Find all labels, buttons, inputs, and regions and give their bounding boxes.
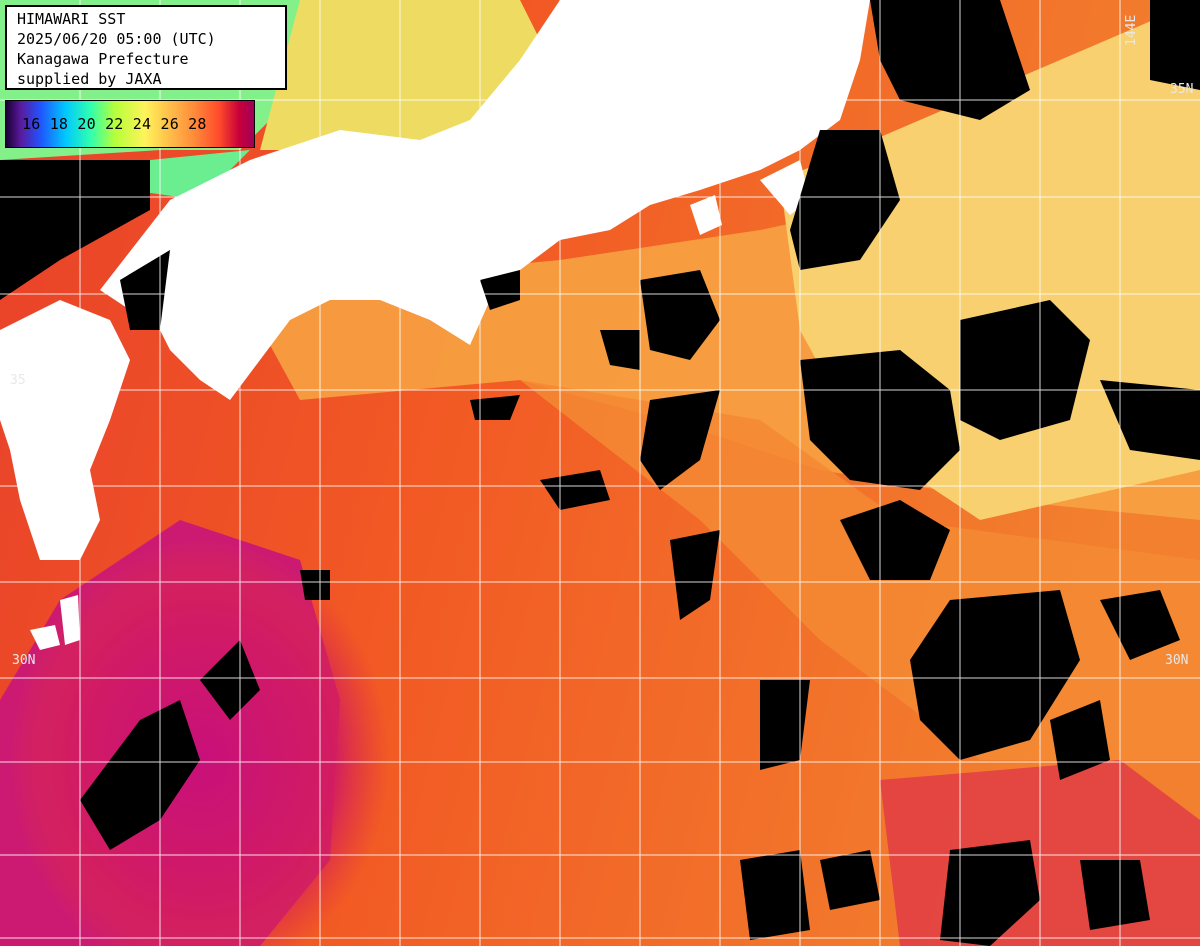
warm-pool-halo	[10, 540, 390, 946]
land-shikoku	[240, 245, 360, 300]
lat-label-30n-left: 30N	[12, 653, 36, 668]
land-island-sw	[30, 625, 60, 650]
land-izu	[690, 195, 722, 235]
land-kyushu	[0, 300, 130, 560]
data-credit: supplied by JAXA	[17, 70, 162, 88]
temperature-legend: 16 18 20 22 24 26 28	[5, 100, 255, 148]
publisher: Kanagawa Prefecture	[17, 50, 189, 68]
observation-time: 2025/06/20 05:00 (UTC)	[17, 30, 216, 48]
legend-tick-labels: 16 18 20 22 24 26 28	[22, 115, 207, 133]
product-title: HIMAWARI SST	[17, 10, 126, 28]
lat-label-30n-right: 30N	[1165, 653, 1189, 668]
land-island-s	[60, 595, 80, 645]
lat-label-35n-right: 35N	[1170, 82, 1194, 97]
lat-label-35-left: 35	[10, 373, 26, 388]
lon-label-144e: 144E	[1124, 14, 1139, 46]
land-chiba	[760, 160, 810, 215]
info-box: HIMAWARI SST 2025/06/20 05:00 (UTC) Kana…	[5, 5, 287, 90]
